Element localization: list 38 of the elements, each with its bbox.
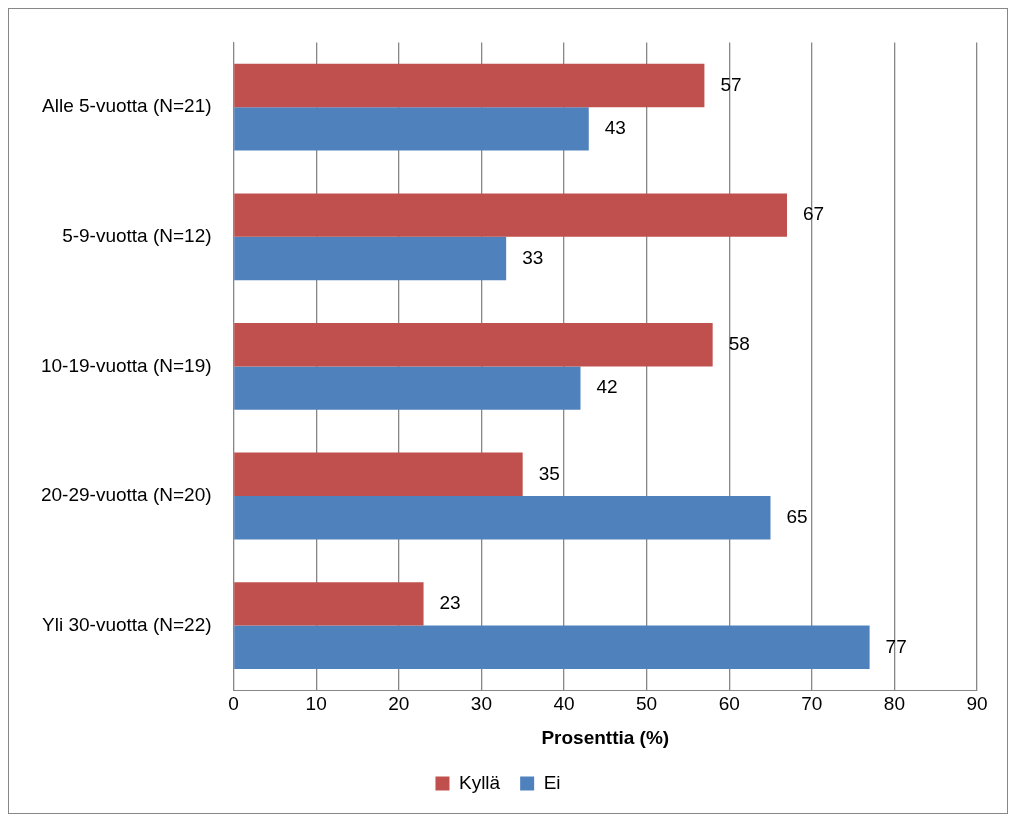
data-label: 65 [786,505,808,527]
x-tick-label: 0 [228,693,239,715]
x-tick-label: 60 [718,693,740,715]
bar [234,193,788,237]
data-label: 23 [439,592,461,614]
bar [234,63,705,108]
bar [234,322,713,367]
legend-label: Ei [543,771,561,793]
x-tick-label: 30 [470,693,492,715]
data-label: 42 [596,376,618,398]
bar [234,582,424,626]
data-label: 67 [803,203,825,225]
x-tick-label: 20 [388,693,410,715]
data-label: 43 [604,117,626,139]
y-tick-label: 5-9-vuotta (N=12) [62,225,212,247]
bar [234,236,507,281]
x-tick-label: 80 [883,693,905,715]
y-tick-label: 10-19-vuotta (N=19) [40,354,212,376]
bar [234,625,870,670]
bar [234,366,581,410]
y-tick-label: 20-29-vuotta (N=20) [40,484,212,506]
x-tick-label: 70 [801,693,823,715]
data-label: 33 [522,246,544,268]
bar [234,107,589,151]
data-label: 77 [885,635,907,657]
x-tick-label: 50 [636,693,658,715]
bar [234,496,771,540]
x-tick-label: 10 [305,693,327,715]
x-axis-title: Prosenttia (%) [541,726,670,748]
data-label: 58 [728,332,750,354]
legend-label: Kyllä [458,771,501,793]
y-tick-label: Yli 30-vuotta (N=22) [42,613,212,635]
x-tick-label: 40 [553,693,575,715]
y-tick-label: Alle 5-vuotta (N=21) [42,95,212,117]
data-label: 57 [720,73,742,95]
data-label: 35 [538,462,560,484]
x-tick-label: 90 [966,693,988,715]
bar [234,452,523,496]
